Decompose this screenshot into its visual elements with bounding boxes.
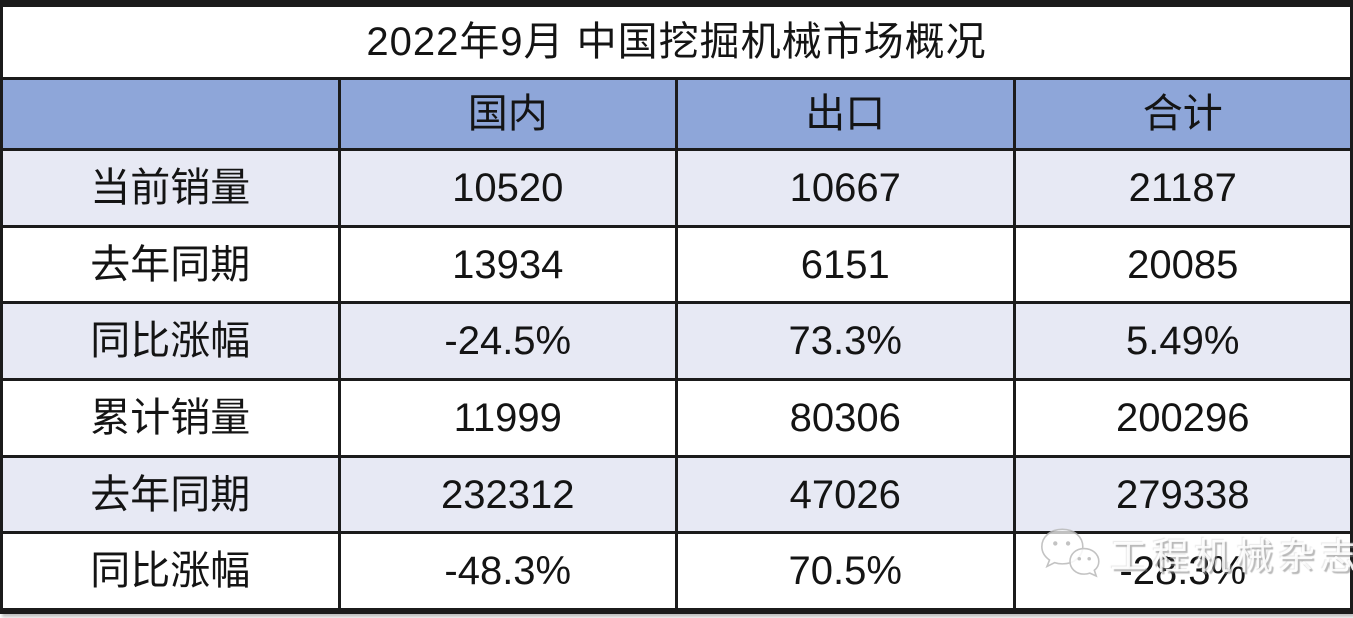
header-row: 国内 出口 合计 — [3, 77, 1350, 148]
cell-value: 73.3% — [675, 304, 1013, 379]
row-label: 当前销量 — [90, 165, 251, 210]
page-title: 2022年9月 中国挖掘机械市场概况 — [366, 20, 987, 64]
cell-value: 70.5% — [675, 534, 1013, 609]
row-label: 去年同期 — [90, 472, 251, 517]
cell-value: 10667 — [675, 151, 1013, 225]
cell-value: 6151 — [675, 227, 1013, 302]
table-row: 累计销量 11999 80306 200296 — [3, 378, 1350, 455]
cell-value: -28.3% — [1012, 534, 1351, 609]
row-label: 同比涨幅 — [90, 549, 251, 594]
cell-value: 13934 — [337, 227, 676, 302]
column-header-total: 合计 — [1012, 80, 1351, 148]
table-row: 去年同期 13934 6151 20085 — [3, 224, 1351, 302]
title-row: 2022年9月 中国挖掘机械市场概况 — [3, 7, 1350, 77]
cell-value: 21187 — [1012, 151, 1351, 225]
cell-value: 20085 — [1012, 227, 1351, 302]
column-header-blank — [3, 80, 338, 148]
table-row: 同比涨幅 -24.5% 73.3% 5.49% — [3, 301, 1351, 379]
cell-value: -24.5% — [337, 304, 676, 379]
cell-value: 80306 — [675, 381, 1013, 455]
cell-value: 5.49% — [1012, 304, 1351, 379]
cell-value: -48.3% — [337, 534, 676, 609]
row-label: 累计销量 — [90, 395, 251, 440]
cell-value: 47026 — [675, 457, 1013, 532]
row-label: 去年同期 — [90, 242, 251, 287]
table-row: 当前销量 10520 10667 21187 — [3, 148, 1350, 225]
row-label: 同比涨幅 — [90, 319, 251, 364]
table-row: 同比涨幅 -48.3% 70.5% -28.3% — [3, 531, 1351, 609]
column-header-export: 出口 — [675, 80, 1013, 148]
cell-value: 200296 — [1012, 381, 1351, 455]
cell-value: 10520 — [337, 151, 676, 225]
cell-value: 11999 — [337, 381, 676, 455]
table-row: 去年同期 232312 47026 279338 — [3, 454, 1351, 532]
cell-value: 232312 — [337, 457, 676, 532]
column-header-domestic: 国内 — [337, 80, 676, 148]
cell-value: 279338 — [1012, 457, 1351, 532]
